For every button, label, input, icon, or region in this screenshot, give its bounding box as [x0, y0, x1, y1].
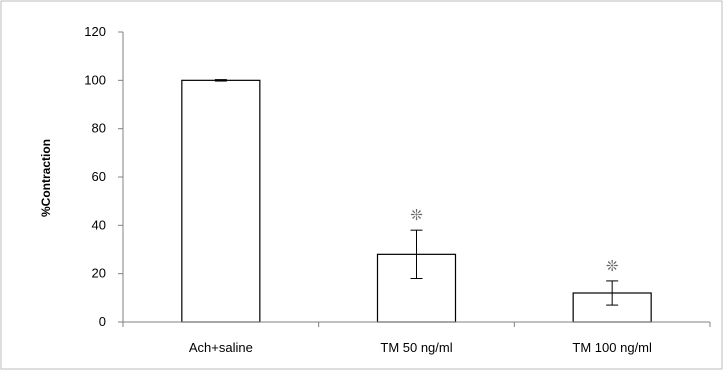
y-tick-label: 20 [92, 266, 106, 281]
y-tick-label: 60 [92, 169, 106, 184]
error-bars [214, 79, 619, 306]
x-tick-label: TM 100 ng/ml [572, 340, 652, 355]
y-tick-label: 120 [84, 24, 106, 39]
y-tick-label: 100 [84, 72, 106, 87]
x-tick-label: TM 50 ng/ml [380, 340, 452, 355]
bar [181, 79, 261, 323]
y-tick-label: 80 [92, 121, 106, 136]
x-axis-labels: Ach+saline TM 50 ng/ml TM 100 ng/ml [189, 340, 652, 355]
bars [181, 79, 652, 323]
y-tick-label: 40 [92, 217, 106, 232]
significance-markers: ❊❊ [410, 207, 618, 275]
x-tick-label: Ach+saline [189, 340, 253, 355]
significance-asterisk-icon: ❊ [606, 258, 619, 275]
significance-asterisk-icon: ❊ [410, 207, 423, 224]
y-axis-ticks: 0 20 40 60 80 100 120 [84, 24, 711, 329]
y-axis-label: %Contraction [39, 139, 53, 217]
y-tick-label: 0 [99, 314, 106, 329]
